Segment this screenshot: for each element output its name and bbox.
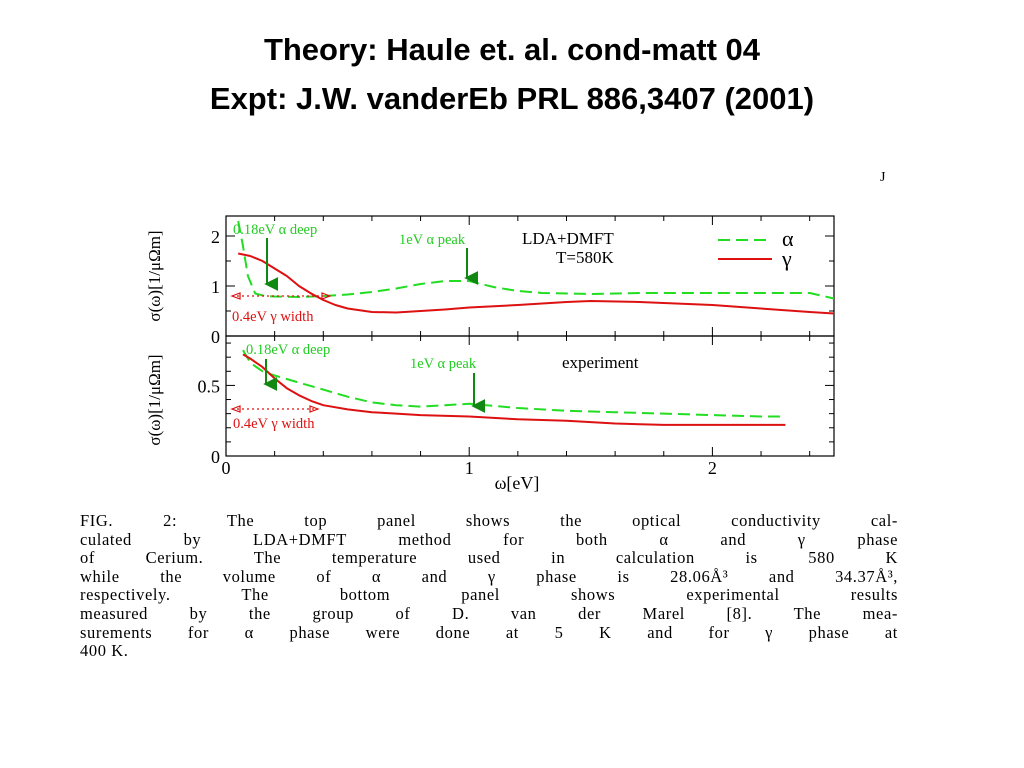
slide-title-line2: Expt: J.W. vanderEb PRL 886,3407 (2001) xyxy=(209,81,815,116)
caption-line: FIG. 2: The top panel shows the optical … xyxy=(80,511,898,530)
top-series-gamma-line xyxy=(237,252,835,315)
top-panel-series xyxy=(237,220,835,315)
top-legend-alpha-label: α xyxy=(782,226,794,251)
top-gamma-width-left-tip xyxy=(230,292,241,300)
figure-caption: FIG. 2: The top panel shows the optical … xyxy=(80,511,898,661)
caption-line: 400 K. xyxy=(80,641,129,661)
top-panel: 0 1 2 σ(ω)[1/μΩm] LDA+DMFT T=580K α γ 0.18… xyxy=(145,215,835,347)
top-ytick-label: 2 xyxy=(211,227,220,247)
caption-line: respectively. The bottom panel shows exp… xyxy=(80,585,898,605)
bottom-gamma-width-left-tip xyxy=(230,405,241,413)
slide-title-line1: Theory: Haule et. al. cond-matt 04 xyxy=(263,32,761,67)
bottom-annotation-alpha-deep: 0.18eV α deep xyxy=(246,342,330,358)
top-panel-ytick-labels: 0 1 2 xyxy=(211,227,220,347)
caption-line: culated by LDA+DMFT method for both α an… xyxy=(80,529,898,549)
top-annotation-gamma-width: 0.4eV γ width xyxy=(232,309,314,325)
bottom-ytick-label: 0 xyxy=(211,447,220,467)
bottom-ytick-label: 0.5 xyxy=(198,376,221,396)
bottom-series-alpha-line xyxy=(242,349,786,418)
caption-line: while the volume of α and γ phase is 28.… xyxy=(80,566,898,586)
top-series-alpha-line xyxy=(237,220,835,300)
bottom-panel-ticks xyxy=(225,336,834,457)
bottom-panel-xtick-labels: 0 1 2 xyxy=(222,458,717,478)
bottom-xtick-label: 0 xyxy=(222,458,231,478)
top-legend-heading: LDA+DMFT xyxy=(522,229,614,248)
caption-line: of Cerium. The temperature used in calcu… xyxy=(80,548,898,568)
top-ytick-label: 0 xyxy=(211,327,220,347)
bottom-legend-heading: experiment xyxy=(562,353,639,372)
bottom-ylabel: σ(ω)[1/μΩm] xyxy=(145,354,164,445)
top-annotation-alpha-peak: 1eV α peak xyxy=(399,232,466,248)
bottom-xtick-label: 1 xyxy=(465,458,474,478)
caption-line: surements for α phase were done at 5 K a… xyxy=(80,622,898,642)
bottom-xtick-label: 2 xyxy=(708,458,717,478)
bottom-panel-series xyxy=(242,349,786,426)
top-legend-gamma-label: γ xyxy=(781,246,792,271)
bottom-xlabel: ω[eV] xyxy=(495,473,540,493)
caption-line: measured by the group of D. van der Mare… xyxy=(80,603,898,623)
stray-mark: J xyxy=(880,170,886,185)
top-gamma-width-right-tip xyxy=(321,292,332,300)
top-ylabel: σ(ω)[1/μΩm] xyxy=(145,230,164,321)
top-annotation-alpha-deep: 0.18eV α deep xyxy=(233,222,317,238)
bottom-annotation-alpha-peak: 1eV α peak xyxy=(410,356,477,372)
bottom-annotation-gamma-width: 0.4eV γ width xyxy=(233,416,315,432)
bottom-gamma-width-right-tip xyxy=(309,405,320,413)
bottom-panel-ytick-labels: 00.5 xyxy=(198,376,221,467)
bottom-panel-frame xyxy=(225,335,835,457)
top-legend-subheading: T=580K xyxy=(556,248,614,267)
top-panel-ticks xyxy=(225,216,834,337)
top-ytick-label: 1 xyxy=(211,277,220,297)
